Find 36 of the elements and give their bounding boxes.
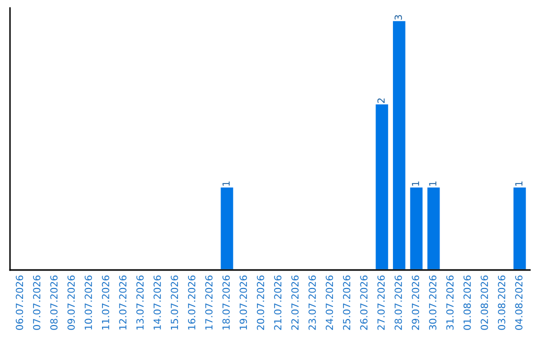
x-tick-label: 23.07.2026 <box>308 275 316 330</box>
x-tick-label: 04.08.2026 <box>515 275 522 330</box>
x-tick-label: 22.07.2026 <box>291 275 299 330</box>
x-tick-label: 21.07.2026 <box>274 275 282 330</box>
x-tick-label: 30.07.2026 <box>429 275 436 330</box>
x-tick-label: 13.07.2026 <box>136 275 144 330</box>
x-tick-label: 10.07.2026 <box>84 275 92 330</box>
x-tick-label: 11.07.2026 <box>102 275 110 330</box>
x-tick-label: 19.07.2026 <box>240 275 247 330</box>
x-tick-label: 24.07.2026 <box>326 275 334 330</box>
x-tick-label: 20.07.2026 <box>256 275 264 330</box>
x-tick-label: 09.07.2026 <box>67 275 75 330</box>
data-label: 1 <box>412 182 420 186</box>
data-label: 1 <box>515 182 522 186</box>
x-tick-label: 18.07.2026 <box>222 275 230 330</box>
x-tick-label: 06.07.2026 <box>16 275 24 330</box>
x-tick-label: 12.07.2026 <box>119 275 126 330</box>
x-tick-label: 25.07.2026 <box>342 275 350 330</box>
data-label: 3 <box>394 15 402 20</box>
x-tick-label: 28.07.2026 <box>394 275 402 330</box>
x-tick-label: 07.07.2026 <box>33 275 40 330</box>
x-tick-label: 27.07.2026 <box>377 275 385 330</box>
data-label: 1 <box>429 182 436 186</box>
x-tick-label: 15.07.2026 <box>170 275 178 330</box>
x-tick-label: 03.08.2026 <box>498 275 506 330</box>
x-tick-label: 29.07.2026 <box>412 275 420 330</box>
x-tick-label: 14.07.2026 <box>154 275 161 330</box>
x-tick-label: 01.08.2026 <box>463 275 471 330</box>
x-tick-label: 31.07.2026 <box>446 275 454 330</box>
x-tick-label: 17.07.2026 <box>205 275 213 330</box>
x-tick-label: 08.07.2026 <box>50 275 58 330</box>
data-label: 2 <box>377 98 385 103</box>
data-label: 1 <box>222 182 230 186</box>
x-tick-label: 02.08.2026 <box>480 275 488 330</box>
x-tick-label: 26.07.2026 <box>360 275 368 330</box>
x-tick-label: 16.07.2026 <box>188 275 196 330</box>
